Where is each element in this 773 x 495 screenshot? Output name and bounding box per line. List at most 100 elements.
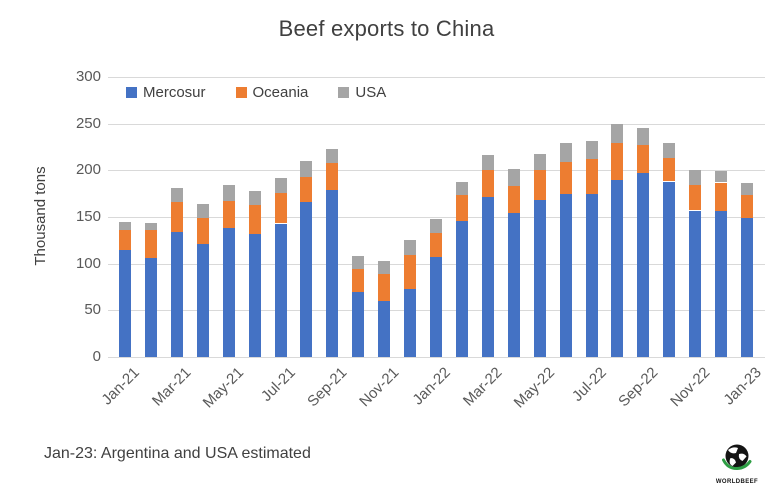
x-tick-May-22: May-22 [510, 364, 558, 412]
legend-swatch-oceania [235, 87, 247, 98]
logo-text: WORLDBEEF [715, 479, 759, 485]
legend-swatch-mercosur [126, 87, 137, 98]
x-tick-Sep-22: Sep-22 [615, 364, 662, 411]
gridline-300 [108, 77, 765, 78]
bar-segment-oceania-Feb-21 [144, 230, 157, 259]
bar-segment-mercosur-Jun-22 [559, 193, 572, 357]
bar-segment-usa-Jun-22 [559, 143, 572, 162]
bar-segment-mercosur-Aug-22 [611, 179, 624, 357]
footnote: Jan-23: Argentina and USA estimated [44, 445, 311, 462]
gridline-250 [108, 123, 765, 125]
bar-segment-usa-Oct-21 [352, 256, 365, 270]
bar-segment-mercosur-Nov-21 [378, 301, 391, 357]
bar-segment-mercosur-May-21 [222, 228, 235, 357]
bar-segment-oceania-Oct-22 [663, 158, 676, 182]
bar-segment-oceania-Sep-21 [326, 162, 339, 190]
bar-segment-oceania-May-21 [222, 201, 235, 229]
bar-segment-usa-Nov-22 [689, 170, 702, 186]
bar-segment-oceania-Jan-21 [119, 230, 131, 250]
y-tick-50: 50 [84, 301, 101, 319]
bar-segment-oceania-Mar-21 [170, 202, 183, 232]
bar-segment-usa-Mar-21 [170, 188, 183, 203]
bar-segment-oceania-Nov-21 [378, 273, 391, 301]
bar-segment-usa-Jul-21 [274, 177, 287, 193]
bar-segment-oceania-Sep-22 [637, 145, 650, 174]
bar-segment-mercosur-Oct-22 [663, 181, 676, 357]
gridline-150 [108, 217, 765, 218]
gridline-0 [108, 357, 765, 358]
bar-segment-usa-Feb-21 [144, 222, 157, 231]
bar-segment-oceania-Mar-22 [481, 170, 494, 198]
bar-segment-usa-Apr-22 [507, 169, 520, 187]
x-tick-Jan-23: Jan-23 [720, 364, 766, 409]
bar-segment-mercosur-Oct-21 [352, 291, 365, 357]
bar-segment-oceania-Jun-21 [248, 204, 261, 234]
bar-segment-usa-Jan-22 [430, 218, 442, 233]
bar-segment-usa-Oct-22 [663, 143, 676, 159]
bar-segment-mercosur-Apr-22 [507, 213, 520, 357]
bar-segment-usa-Aug-22 [611, 123, 624, 144]
bar-segment-usa-Sep-21 [326, 148, 339, 163]
bar-segment-usa-May-21 [222, 185, 235, 202]
bar-segment-usa-Jan-21 [119, 221, 131, 231]
legend-item-mercosur: Mercosur [126, 84, 206, 101]
bar-segment-oceania-Jul-22 [585, 159, 598, 194]
y-tick-300: 300 [75, 68, 101, 85]
y-tick-250: 250 [75, 114, 101, 132]
gridline-200 [108, 170, 765, 172]
x-tick-Mar-21: Mar-21 [149, 364, 195, 410]
bar-segment-usa-Jan-23 [741, 182, 753, 195]
bar-segment-oceania-Oct-21 [352, 269, 365, 292]
globe-icon [722, 444, 752, 471]
y-tick-150: 150 [75, 208, 101, 225]
bar-segment-oceania-Jul-21 [274, 192, 287, 224]
bar-segment-usa-Mar-22 [481, 154, 494, 171]
legend-label-usa: USA [355, 84, 387, 101]
bar-segment-mercosur-Jul-21 [274, 223, 287, 357]
bar-segment-usa-Feb-22 [455, 181, 468, 195]
bar-segment-usa-Sep-22 [637, 128, 650, 146]
bar-segment-mercosur-Sep-22 [637, 173, 650, 357]
chart-title: Beef exports to China [278, 16, 495, 41]
bar-segment-mercosur-Aug-21 [300, 202, 313, 357]
bar-segment-oceania-Aug-22 [611, 143, 624, 180]
bar-segment-oceania-Dec-21 [404, 255, 417, 289]
x-tick-Mar-22: Mar-22 [460, 364, 506, 410]
bar-segment-mercosur-Mar-22 [481, 197, 494, 357]
y-tick-200: 200 [75, 161, 101, 179]
legend-item-usa: USA [338, 84, 386, 101]
bar-segment-oceania-Aug-21 [300, 176, 313, 203]
y-tick-100: 100 [75, 254, 101, 272]
x-tick-Jul-22: Jul-22 [568, 364, 610, 405]
x-tick-Nov-21: Nov-21 [356, 364, 403, 411]
y-tick-0: 0 [92, 348, 101, 365]
bar-segment-mercosur-Jan-23 [741, 217, 753, 357]
bar-segment-usa-Dec-21 [404, 240, 417, 256]
x-tick-Sep-21: Sep-21 [304, 364, 351, 411]
legend-label-oceania: Oceania [252, 84, 309, 101]
legend-item-oceania: Oceania [235, 84, 309, 101]
x-tick-Jul-21: Jul-21 [257, 364, 299, 405]
bar-segment-mercosur-Jan-22 [430, 257, 442, 357]
x-tick-May-21: May-21 [199, 364, 247, 412]
bar-segment-mercosur-Feb-21 [144, 258, 157, 357]
bar-segment-oceania-May-22 [533, 170, 546, 201]
x-tick-Nov-22: Nov-22 [667, 364, 714, 411]
legend: Mercosur Oceania USA [126, 84, 386, 101]
bar-segment-mercosur-Jan-21 [119, 249, 131, 357]
legend-label-mercosur: Mercosur [143, 84, 206, 101]
bar-segment-usa-Aug-21 [300, 161, 313, 177]
bar-segment-oceania-Apr-21 [196, 217, 209, 244]
bar-segment-usa-Nov-21 [378, 260, 391, 274]
worldbeef-logo: WORLDBEEF [712, 442, 762, 485]
bar-segment-usa-Jul-22 [585, 141, 598, 160]
bar-segment-usa-Apr-21 [196, 203, 209, 218]
bar-segment-mercosur-Dec-21 [404, 288, 417, 357]
x-tick-Jan-22: Jan-22 [409, 364, 455, 409]
bar-segment-mercosur-Jul-22 [585, 193, 598, 357]
bar-segment-mercosur-Sep-21 [326, 189, 339, 357]
bar-segment-mercosur-Dec-22 [715, 210, 728, 357]
bar-segment-mercosur-Apr-21 [196, 244, 209, 357]
bar-segment-mercosur-Feb-22 [455, 220, 468, 357]
